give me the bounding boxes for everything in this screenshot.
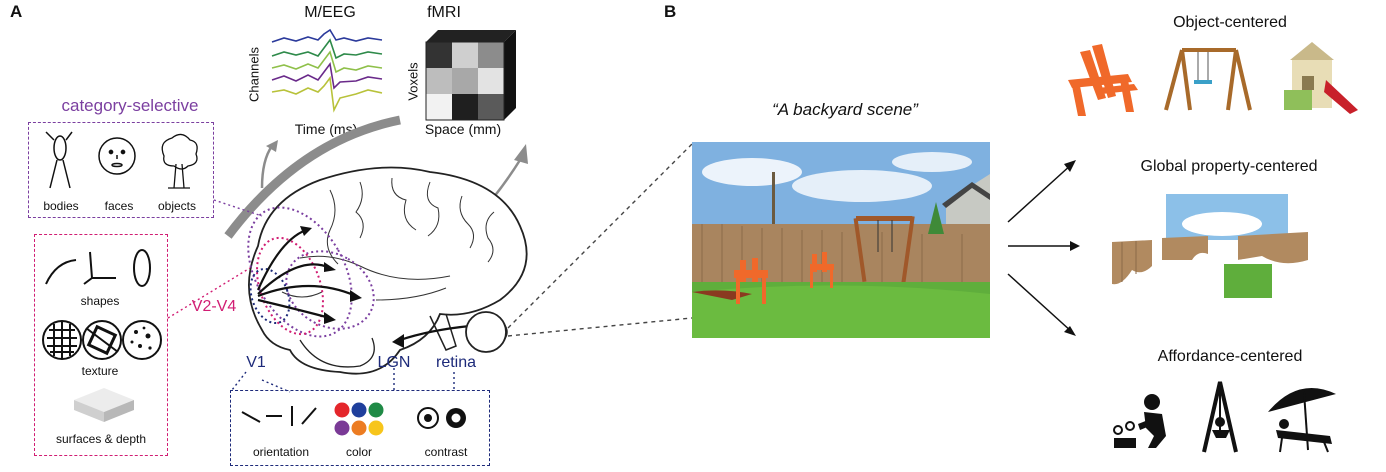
playhouse-icon <box>1284 42 1358 114</box>
mid-label-surfaces: surfaces & depth <box>55 432 147 446</box>
lounging-icon <box>1268 388 1336 453</box>
color-icon <box>334 402 384 436</box>
meeg-xlabel: Time (ms) <box>294 121 358 137</box>
brain-diagram <box>167 115 693 393</box>
meeg-title: M/EEG <box>304 4 356 21</box>
low-label-color: color <box>345 445 372 459</box>
low-level-icons <box>241 402 466 436</box>
panel-letter-a: A <box>10 2 23 21</box>
texture-blob-icon <box>122 320 162 360</box>
fmri-voxel-cube <box>425 30 516 121</box>
low-label-contrast: contrast <box>424 445 468 459</box>
body-icon <box>45 131 73 189</box>
hierarchy-arrow <box>224 115 401 239</box>
backyard-scene-photo <box>692 142 990 338</box>
contrast-icon <box>417 407 466 429</box>
fmri-xlabel: Space (mm) <box>424 121 502 137</box>
curve-icon <box>45 259 77 285</box>
face-icon <box>98 137 136 175</box>
region-v2v4: V2-V4 <box>191 298 237 315</box>
rep-global-title: Global property-centered <box>1140 158 1318 175</box>
category-label-bodies: bodies <box>43 199 79 213</box>
ellipse-icon <box>133 249 151 287</box>
region-retina: retina <box>435 354 477 371</box>
rep-object-title: Object-centered <box>1173 14 1287 31</box>
swing-set-icon <box>1164 48 1252 111</box>
mid-level-box <box>34 234 168 456</box>
global-property-fragments <box>1112 194 1308 298</box>
texture-rect-icon <box>82 320 122 360</box>
region-lgn: LGN <box>377 354 411 371</box>
tree-icon <box>161 133 198 189</box>
gardening-icon <box>1113 394 1166 448</box>
scene-caption: “A backyard scene” <box>772 100 918 119</box>
representation-arrows <box>1007 160 1080 336</box>
surface-block-icon <box>74 388 134 422</box>
object-icons <box>1068 42 1358 116</box>
low-label-orientation: orientation <box>252 445 310 459</box>
meeg-waveforms <box>271 28 383 113</box>
category-label-objects: objects <box>157 199 197 213</box>
brain-outline <box>248 166 528 375</box>
swinging-icon <box>1202 381 1238 453</box>
shape-icons <box>45 249 151 287</box>
affordance-icons <box>1113 381 1336 453</box>
mid-label-shapes: shapes <box>80 294 120 308</box>
v1-region-outline <box>249 267 291 325</box>
chair-icon <box>1068 44 1138 116</box>
texture-icons <box>42 320 162 360</box>
category-icons <box>45 131 198 189</box>
orientation-icon <box>241 406 317 426</box>
panel-letter-b: B <box>664 2 677 21</box>
category-label-faces: faces <box>104 199 134 213</box>
fmri-title: fMRI <box>427 4 461 21</box>
category-selective-title: category-selective <box>61 96 199 115</box>
mid-label-texture: texture <box>81 364 119 378</box>
category-selective-box <box>28 122 214 218</box>
rep-affordance-title: Affordance-centered <box>1157 348 1303 365</box>
texture-grid-icon <box>42 320 82 360</box>
region-v1: V1 <box>246 354 266 371</box>
low-level-box <box>230 390 490 466</box>
eye-icon <box>465 311 507 353</box>
chair-in-photo <box>734 252 834 304</box>
